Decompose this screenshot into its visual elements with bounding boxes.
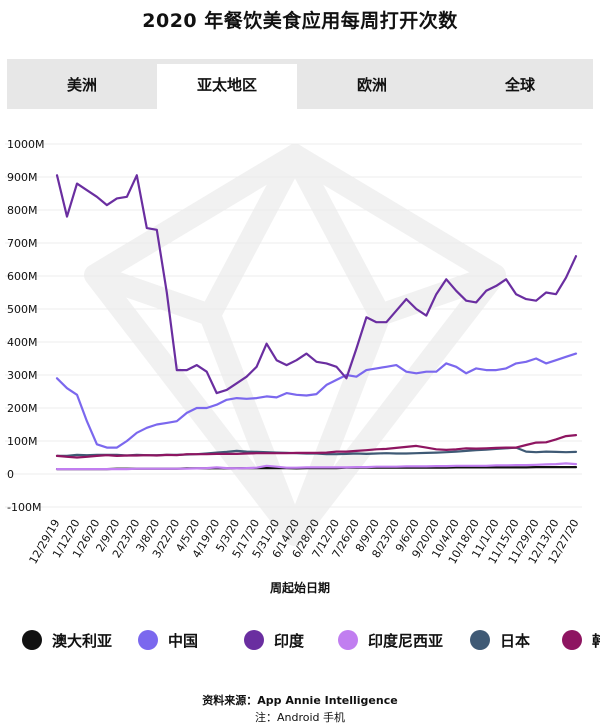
- y-tick-label: -100M: [7, 501, 41, 514]
- legend-swatch: [470, 630, 490, 650]
- region-tab-bar: 美洲 亚太地区 欧洲 全球: [7, 59, 593, 109]
- y-tick-label: 200M: [7, 402, 38, 415]
- tab-americas[interactable]: 美洲: [66, 76, 97, 94]
- series-line: [55, 174, 578, 395]
- legend-label: 印度尼西亚: [368, 631, 444, 650]
- line-chart: 1000M 900M 800M 700M 600M 500M 400M 300M 200M 100…: [5, 138, 582, 566]
- y-tick-label: 400M: [7, 336, 38, 349]
- chart-gridlines: [5, 143, 582, 508]
- tab-global[interactable]: 全球: [504, 76, 535, 94]
- legend-item: 印度尼西亚: [338, 628, 443, 652]
- x-axis-ticks: 12/29/191/12/201/26/202/9/202/23/203/8/2…: [27, 517, 582, 566]
- series-line: [55, 434, 578, 459]
- legend-item: 韩国: [562, 628, 600, 652]
- data-source: 资料来源：App Annie Intelligence: [202, 694, 398, 707]
- x-axis-label: 周起始日期: [269, 581, 330, 595]
- series-line: [55, 462, 578, 471]
- legend-swatch: [244, 630, 264, 650]
- legend-label: 中国: [168, 631, 199, 650]
- legend-label: 澳大利亚: [52, 631, 113, 650]
- legend-label: 日本: [500, 631, 531, 650]
- tab-asia-pacific[interactable]: 亚太地区: [157, 64, 297, 109]
- y-tick-label: 800M: [7, 204, 38, 217]
- legend-swatch: [22, 630, 42, 650]
- legend-swatch: [138, 630, 158, 650]
- y-tick-label: 100M: [7, 435, 38, 448]
- y-tick-label: 600M: [7, 270, 38, 283]
- legend-item: 澳大利亚: [22, 628, 112, 652]
- legend-item: 日本: [470, 628, 530, 652]
- y-tick-label: 0: [7, 468, 14, 481]
- legend-swatch: [562, 630, 582, 650]
- y-tick-label: 500M: [7, 303, 38, 316]
- chart-title: 2020 年餐饮美食应用每周打开次数: [142, 10, 458, 32]
- series-line: [55, 352, 578, 449]
- legend-item: 中国: [138, 628, 198, 652]
- y-tick-label: 1000M: [7, 138, 45, 151]
- footnote: 注：Android 手机: [254, 711, 346, 724]
- y-tick-label: 300M: [7, 369, 38, 382]
- y-axis-ticks: 1000M 900M 800M 700M 600M 500M 400M 300M 200M 100…: [7, 138, 45, 514]
- y-tick-label: 700M: [7, 237, 38, 250]
- chart-series: [55, 174, 578, 471]
- tab-europe[interactable]: 欧洲: [356, 76, 387, 94]
- legend-label: 印度: [274, 631, 305, 650]
- legend-label: 韩国: [592, 631, 600, 650]
- legend-item: 印度: [244, 628, 304, 652]
- chart-legend: 澳大利亚 中国 印度 印度尼西亚 日本 韩国: [22, 628, 600, 652]
- y-tick-label: 900M: [7, 171, 38, 184]
- legend-swatch: [338, 630, 358, 650]
